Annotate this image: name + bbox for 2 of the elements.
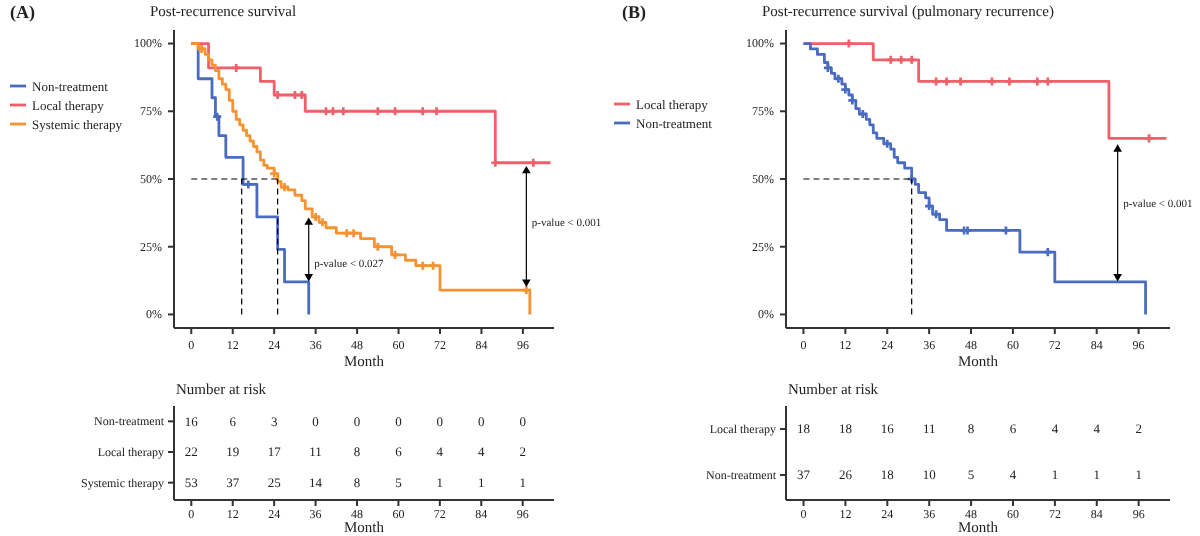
text: (A) (10, 2, 35, 22)
text: (B) (622, 2, 646, 22)
